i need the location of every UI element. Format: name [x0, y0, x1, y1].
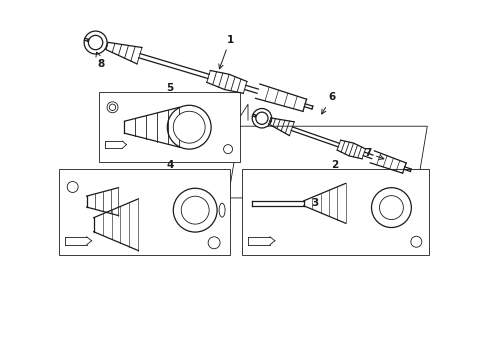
Circle shape [181, 196, 209, 224]
Circle shape [411, 236, 422, 247]
Circle shape [109, 104, 116, 111]
Text: 1: 1 [219, 35, 234, 69]
Bar [98, 92, 240, 162]
Text: 2: 2 [331, 160, 338, 170]
Circle shape [88, 35, 103, 50]
Bar [242, 169, 429, 255]
Circle shape [379, 195, 403, 220]
Circle shape [223, 145, 233, 154]
Circle shape [84, 31, 107, 54]
Text: 4: 4 [167, 160, 174, 170]
Circle shape [107, 102, 118, 113]
Circle shape [167, 105, 211, 149]
Text: 5: 5 [167, 84, 174, 93]
Circle shape [67, 181, 78, 193]
Ellipse shape [219, 203, 225, 217]
Circle shape [208, 237, 220, 249]
Circle shape [173, 111, 205, 143]
Text: 3: 3 [311, 198, 318, 208]
Circle shape [252, 108, 271, 128]
Text: 7: 7 [364, 148, 384, 159]
Circle shape [173, 188, 217, 232]
Text: 6: 6 [322, 92, 335, 114]
Circle shape [256, 112, 268, 124]
Circle shape [371, 188, 412, 228]
Bar [59, 169, 230, 255]
Text: 8: 8 [96, 52, 104, 69]
